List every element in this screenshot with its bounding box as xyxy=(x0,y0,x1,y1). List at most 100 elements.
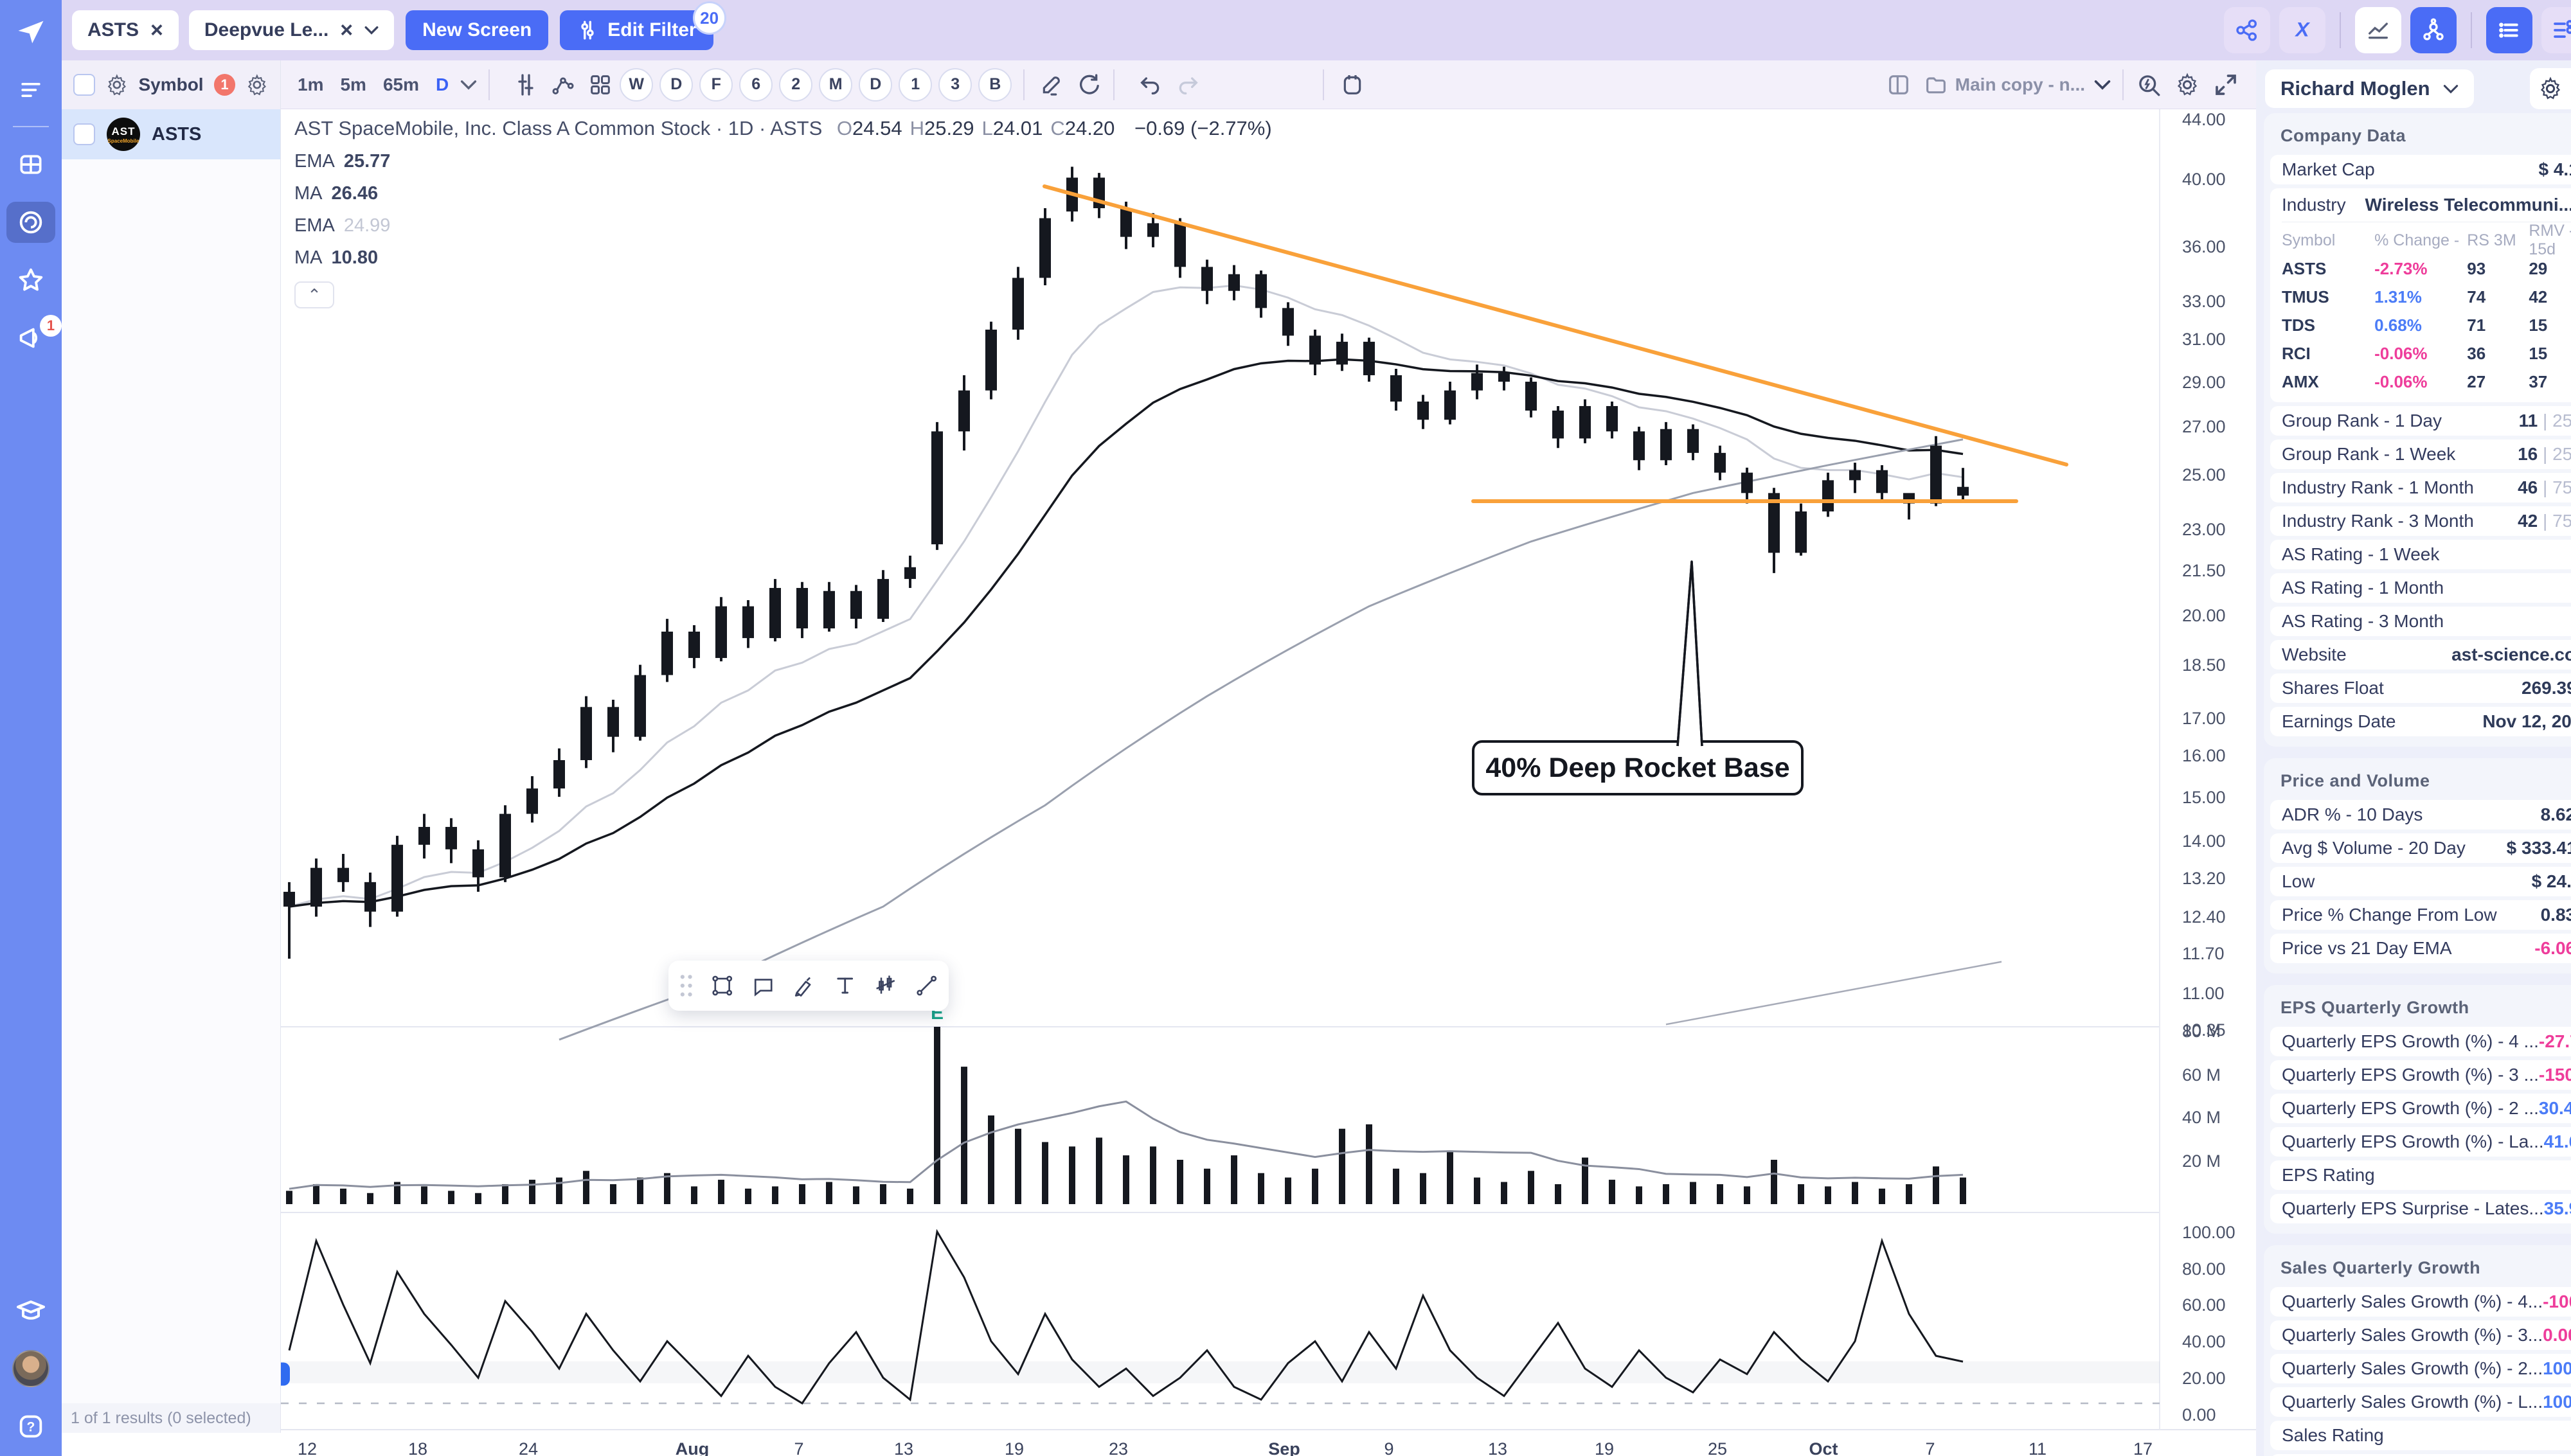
share-icon[interactable] xyxy=(2224,7,2270,53)
redo-icon[interactable] xyxy=(1175,72,1201,98)
metric-row[interactable]: AS Rating - 1 Month19 xyxy=(2270,573,2571,603)
industry-peer-row[interactable]: RCI -0.06% 36 15 xyxy=(2282,343,2548,363)
trendline-tool-icon[interactable] xyxy=(915,970,938,1001)
metric-row[interactable]: Quarterly Sales Surprise - Lat...-88.13% xyxy=(2270,1454,2571,1456)
x-social-icon[interactable]: X xyxy=(2279,7,2325,53)
period-button-d[interactable]: D xyxy=(659,67,694,102)
price-chart[interactable]: 44.00 40.00 36.00 33.00 31.00 29.00 27.00 25.00… xyxy=(274,109,2256,1456)
star-icon[interactable] xyxy=(6,260,55,301)
select-all-checkbox[interactable] xyxy=(73,74,95,96)
chevron-down-icon[interactable] xyxy=(364,26,379,35)
announcements-icon[interactable]: 1 xyxy=(6,315,62,359)
indicator-legend-row[interactable]: EMA 24.99 xyxy=(294,215,1272,236)
industry-peer-row[interactable]: ASTS -2.73% 93 29 xyxy=(2282,258,2548,278)
flash-search-icon[interactable] xyxy=(2135,71,2162,98)
timeframe-65m[interactable]: 65m xyxy=(382,74,419,94)
period-button-m[interactable]: M xyxy=(819,67,853,102)
grid-layout-icon[interactable] xyxy=(587,72,613,98)
timeframe-1m[interactable]: 1m xyxy=(298,74,324,94)
events-calendar-icon[interactable] xyxy=(1339,72,1365,98)
metric-row[interactable]: ADR % - 10 Days 8.62% xyxy=(2270,800,2571,830)
period-button-1[interactable]: 1 xyxy=(899,67,933,102)
list-view-icon[interactable] xyxy=(2486,7,2532,53)
close-icon[interactable]: × xyxy=(150,18,163,42)
drag-handle[interactable] xyxy=(679,972,694,1000)
chevron-down-icon[interactable] xyxy=(2094,80,2111,90)
metric-row[interactable]: Group Rank - 1 Week 16 | 25 xyxy=(2270,439,2571,469)
screener-icon[interactable] xyxy=(6,202,55,243)
highlighter-tool-icon[interactable] xyxy=(792,970,816,1001)
period-button-6[interactable]: 6 xyxy=(739,67,773,102)
industry-table-header[interactable]: Symbol% Change - RS 3M RMV - 15d xyxy=(2282,222,2571,258)
compare-paths-icon[interactable] xyxy=(550,72,576,98)
numbered-list-icon[interactable] xyxy=(2541,7,2571,53)
menu-icon[interactable] xyxy=(6,69,55,111)
metric-row[interactable]: Price vs 21 Day EMA -6.06% xyxy=(2270,934,2571,963)
metric-row[interactable]: Price % Change From Low 0.83% xyxy=(2270,900,2571,930)
industry-row[interactable]: Industry Wireless Telecommuni... xyxy=(2282,195,2571,215)
sidebar-settings-gear-icon[interactable] xyxy=(2530,68,2571,109)
period-button-3[interactable]: 3 xyxy=(938,67,972,102)
folder-icon[interactable] xyxy=(1923,72,1949,98)
pattern-tool-icon[interactable] xyxy=(873,970,897,1001)
metric-row[interactable]: Quarterly Sales Growth (%) - 2...100.00% xyxy=(2270,1354,2571,1383)
legend-collapse-button[interactable]: ⌃ xyxy=(294,281,334,308)
rectangle-tool-icon[interactable] xyxy=(710,970,734,1001)
app-logo-icon[interactable] xyxy=(6,12,55,53)
metric-row[interactable]: AS Rating - 3 Month97 xyxy=(2270,607,2571,636)
metric-row[interactable]: Quarterly EPS Surprise - Lates...35.93% xyxy=(2270,1194,2571,1223)
tab-symbol-search[interactable]: ASTS × xyxy=(72,10,179,50)
education-icon[interactable] xyxy=(6,1290,55,1331)
metric-row[interactable]: Quarterly Sales Growth (%) - 4...-100.00… xyxy=(2270,1287,2571,1317)
tab-screen[interactable]: Deepvue Le... × xyxy=(188,10,395,50)
chevron-down-icon[interactable] xyxy=(460,80,477,90)
metric-row[interactable]: Avg $ Volume - 20 Day $ 333.41M xyxy=(2270,833,2571,863)
gear-icon[interactable] xyxy=(105,73,129,96)
timeframe-5m[interactable]: 5m xyxy=(340,74,366,94)
industry-peer-row[interactable]: TDS 0.68% 71 15 xyxy=(2282,315,2548,335)
metric-row[interactable]: Quarterly EPS Growth (%) - 3 ...-150.00% xyxy=(2270,1060,2571,1090)
refresh-icon[interactable] xyxy=(1076,72,1102,98)
watchlist-row-asts[interactable]: AST SpaceMobile ASTS xyxy=(62,109,280,159)
row-checkbox[interactable] xyxy=(73,123,95,145)
indicator-sliders-icon[interactable] xyxy=(513,72,539,98)
text-tool-icon[interactable] xyxy=(833,970,857,1001)
avatar[interactable] xyxy=(6,1348,55,1389)
indicator-legend-row[interactable]: EMA 25.77 xyxy=(294,151,1272,172)
metric-row[interactable]: AS Rating - 1 Week62 xyxy=(2270,540,2571,569)
metric-row[interactable]: Earnings Date Nov 12, 2024 xyxy=(2270,707,2571,736)
undo-icon[interactable] xyxy=(1138,72,1163,98)
period-button-w[interactable]: W xyxy=(620,67,654,102)
indicator-legend-row[interactable]: MA 26.46 xyxy=(294,183,1272,204)
metric-row[interactable]: Low $ 24.01 xyxy=(2270,867,2571,896)
period-button-b[interactable]: B xyxy=(978,67,1012,102)
timeframe-daily[interactable]: D xyxy=(435,74,449,94)
panel-layout-icon[interactable] xyxy=(1886,72,1912,98)
industry-peer-row[interactable]: TMUS 1.31% 74 42 xyxy=(2282,287,2548,306)
metric-row[interactable]: Website ast-science.com xyxy=(2270,640,2571,670)
callout-tool-icon[interactable] xyxy=(751,970,775,1001)
industry-peer-row[interactable]: AMX -0.06% 27 37 xyxy=(2282,371,2548,391)
metric-row[interactable]: Quarterly EPS Growth (%) - 2 ...30.43% xyxy=(2270,1094,2571,1123)
help-icon[interactable]: ? xyxy=(6,1406,55,1447)
edit-filter-button[interactable]: Edit Filter 20 xyxy=(560,1,726,50)
metric-row[interactable]: Quarterly EPS Growth (%) - 4 ...-27.78% xyxy=(2270,1027,2571,1056)
metric-row[interactable]: Quarterly Sales Growth (%) - 3...0.00% xyxy=(2270,1320,2571,1350)
metric-row[interactable]: Group Rank - 1 Day 11 | 25 xyxy=(2270,406,2571,436)
fullscreen-icon[interactable] xyxy=(2212,71,2239,98)
metric-row[interactable]: Industry Rank - 3 Month 42 | 75 xyxy=(2270,506,2571,536)
metric-row[interactable]: Quarterly Sales Growth (%) - L...100.00% xyxy=(2270,1387,2571,1417)
indicator-legend-row[interactable]: MA 10.80 xyxy=(294,247,1272,269)
chart-view-icon[interactable] xyxy=(2355,7,2401,53)
metric-row[interactable]: Market Cap $ 4.1B xyxy=(2270,155,2571,184)
chart-settings-gear-icon[interactable] xyxy=(2174,71,2201,98)
metric-row[interactable]: Quarterly EPS Growth (%) - La...41.67% xyxy=(2270,1127,2571,1157)
chart-annotation[interactable]: 40% Deep Rocket Base xyxy=(1472,740,1804,795)
column-header-symbol[interactable]: Symbol xyxy=(138,75,204,94)
molecule-view-icon[interactable] xyxy=(2410,7,2457,53)
metric-row[interactable]: Industry Rank - 1 Month 46 | 75 xyxy=(2270,473,2571,502)
gear-icon[interactable] xyxy=(246,73,269,96)
metric-row[interactable]: Sales Rating95 xyxy=(2270,1421,2571,1450)
metric-row[interactable]: Shares Float 269.39M xyxy=(2270,673,2571,703)
close-icon[interactable]: × xyxy=(340,18,354,42)
